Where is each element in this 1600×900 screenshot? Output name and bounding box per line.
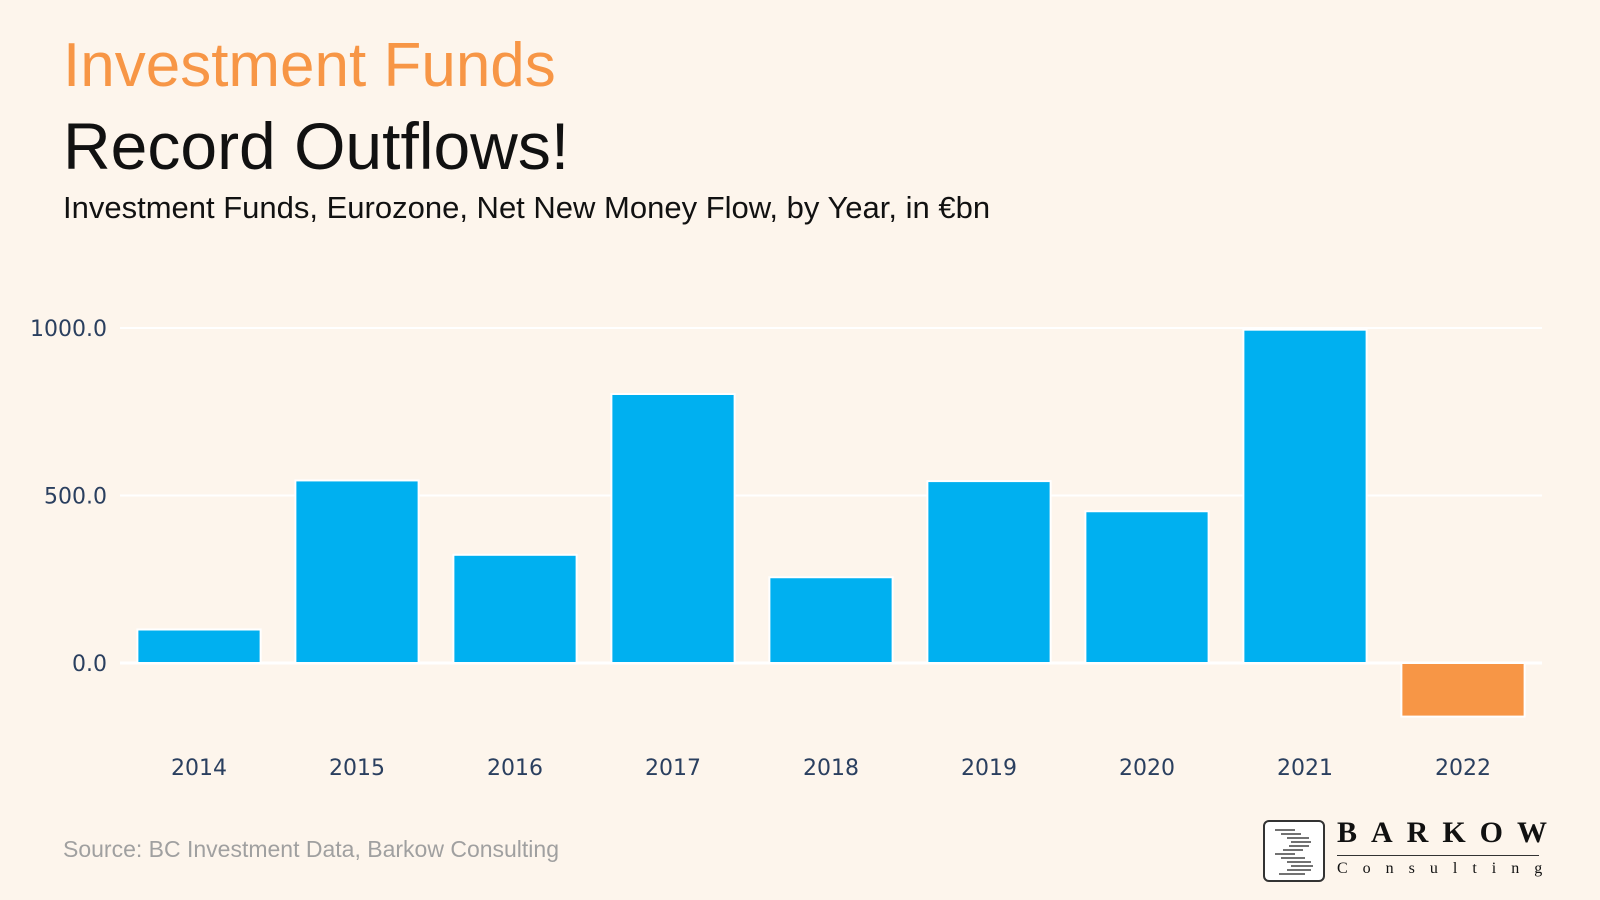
barkow-logo: BARKOW Consulting — [1263, 816, 1547, 882]
chart-subtitle: Investment Funds, Eurozone, Net New Mone… — [63, 190, 991, 225]
bar-2017 — [610, 392, 736, 664]
x-tick-label: 2021 — [1277, 756, 1333, 781]
y-tick-label: 1000.0 — [30, 317, 107, 342]
logo-divider — [1337, 855, 1539, 856]
bar-2014 — [136, 628, 262, 664]
bar-2016 — [452, 553, 578, 664]
x-tick-label: 2016 — [487, 756, 543, 781]
x-tick-label: 2019 — [961, 756, 1017, 781]
bar-2021 — [1242, 328, 1368, 664]
y-tick-label: 0.0 — [72, 652, 107, 677]
x-tick-label: 2014 — [171, 756, 227, 781]
y-tick-label: 500.0 — [44, 485, 107, 510]
logo-mark-icon — [1263, 820, 1325, 882]
bar-2019 — [926, 480, 1052, 664]
x-tick-label: 2020 — [1119, 756, 1175, 781]
x-tick-label: 2015 — [329, 756, 385, 781]
chart-title: Record Outflows! — [63, 109, 570, 183]
logo-wordmark: BARKOW — [1337, 816, 1562, 849]
x-tick-label: 2017 — [645, 756, 701, 781]
bar-2018 — [768, 576, 894, 664]
x-tick-label: 2022 — [1435, 756, 1491, 781]
bar-2022 — [1400, 662, 1526, 718]
chart-kicker: Investment Funds — [63, 31, 556, 100]
bar-2020 — [1084, 510, 1210, 664]
bar-2015 — [294, 479, 420, 664]
x-tick-label: 2018 — [803, 756, 859, 781]
logo-subtitle: Consulting — [1337, 860, 1558, 877]
source-note: Source: BC Investment Data, Barkow Consu… — [63, 836, 560, 862]
